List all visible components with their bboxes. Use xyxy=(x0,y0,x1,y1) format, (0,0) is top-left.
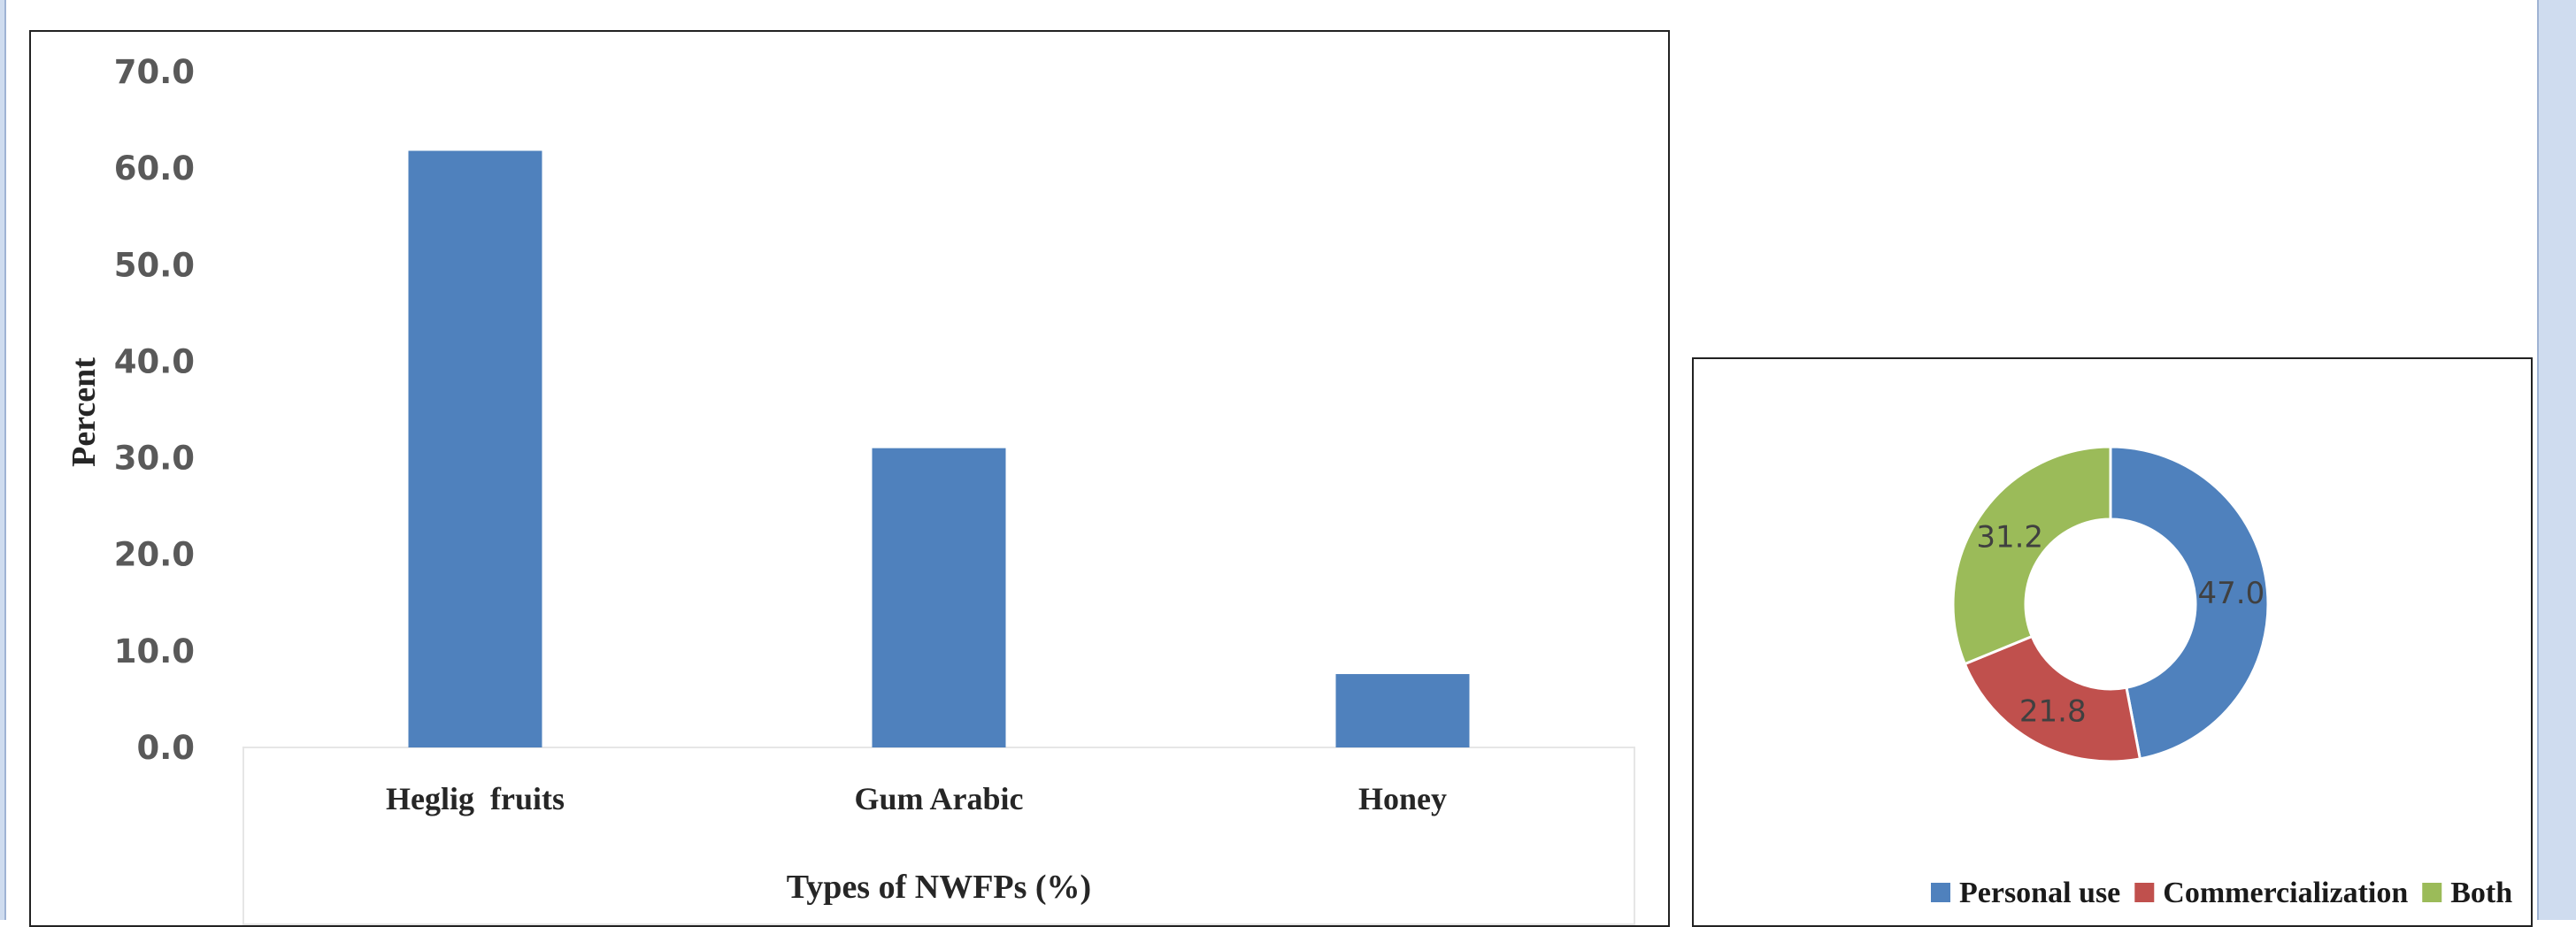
category-label: Heglig fruits xyxy=(386,781,565,816)
y-tick-label: 30.0 xyxy=(114,440,195,478)
bar-chart-panel: 0.0 10.0 20.0 30.0 40.0 50.0 60.0 70.0 Heglig f… xyxy=(29,30,1670,927)
category-label: Honey xyxy=(1358,781,1447,816)
legend-swatch xyxy=(1931,883,1950,902)
y-tick-label: 10.0 xyxy=(114,632,195,670)
bar-chart: 0.0 10.0 20.0 30.0 40.0 50.0 60.0 70.0 Heglig f… xyxy=(65,53,1635,925)
x-axis-title: Types of NWFPs (%) xyxy=(787,869,1091,906)
y-axis-title: Percent xyxy=(65,357,103,467)
legend-swatch xyxy=(2134,883,2155,902)
bar xyxy=(408,150,542,748)
y-tick-label: 50.0 xyxy=(114,246,195,284)
legend-label: Commercialization xyxy=(2163,877,2408,909)
right-frame-border xyxy=(2537,0,2576,920)
category-axis-area xyxy=(242,747,1635,925)
legend-label: Personal use xyxy=(1959,877,2120,909)
bar xyxy=(1335,674,1470,747)
donut-chart-panel: 47.0 21.8 31.2 Personal use Commercializati… xyxy=(1692,357,2533,927)
donut-slice xyxy=(1951,445,2112,666)
legend-swatch xyxy=(2422,883,2442,902)
left-frame-border xyxy=(0,0,6,920)
slice-value-label: 31.2 xyxy=(1976,520,2043,555)
category-label: Gum Arabic xyxy=(854,781,1023,816)
y-tick-label: 70.0 xyxy=(114,53,195,91)
slice-value-label: 21.8 xyxy=(2019,693,2087,729)
y-tick-label: 60.0 xyxy=(114,149,195,188)
legend-label: Both xyxy=(2450,877,2512,909)
y-tick-label: 0.0 xyxy=(136,729,195,767)
bar xyxy=(872,448,1006,747)
y-tick-label: 40.0 xyxy=(114,342,195,380)
donut-slice xyxy=(2109,445,2270,761)
slice-value-label: 47.0 xyxy=(2198,576,2265,611)
donut-chart: 47.0 21.8 31.2 Personal use Commercializati… xyxy=(1931,445,2512,909)
donut-slice xyxy=(1963,634,2142,763)
y-tick-label: 20.0 xyxy=(114,536,195,574)
